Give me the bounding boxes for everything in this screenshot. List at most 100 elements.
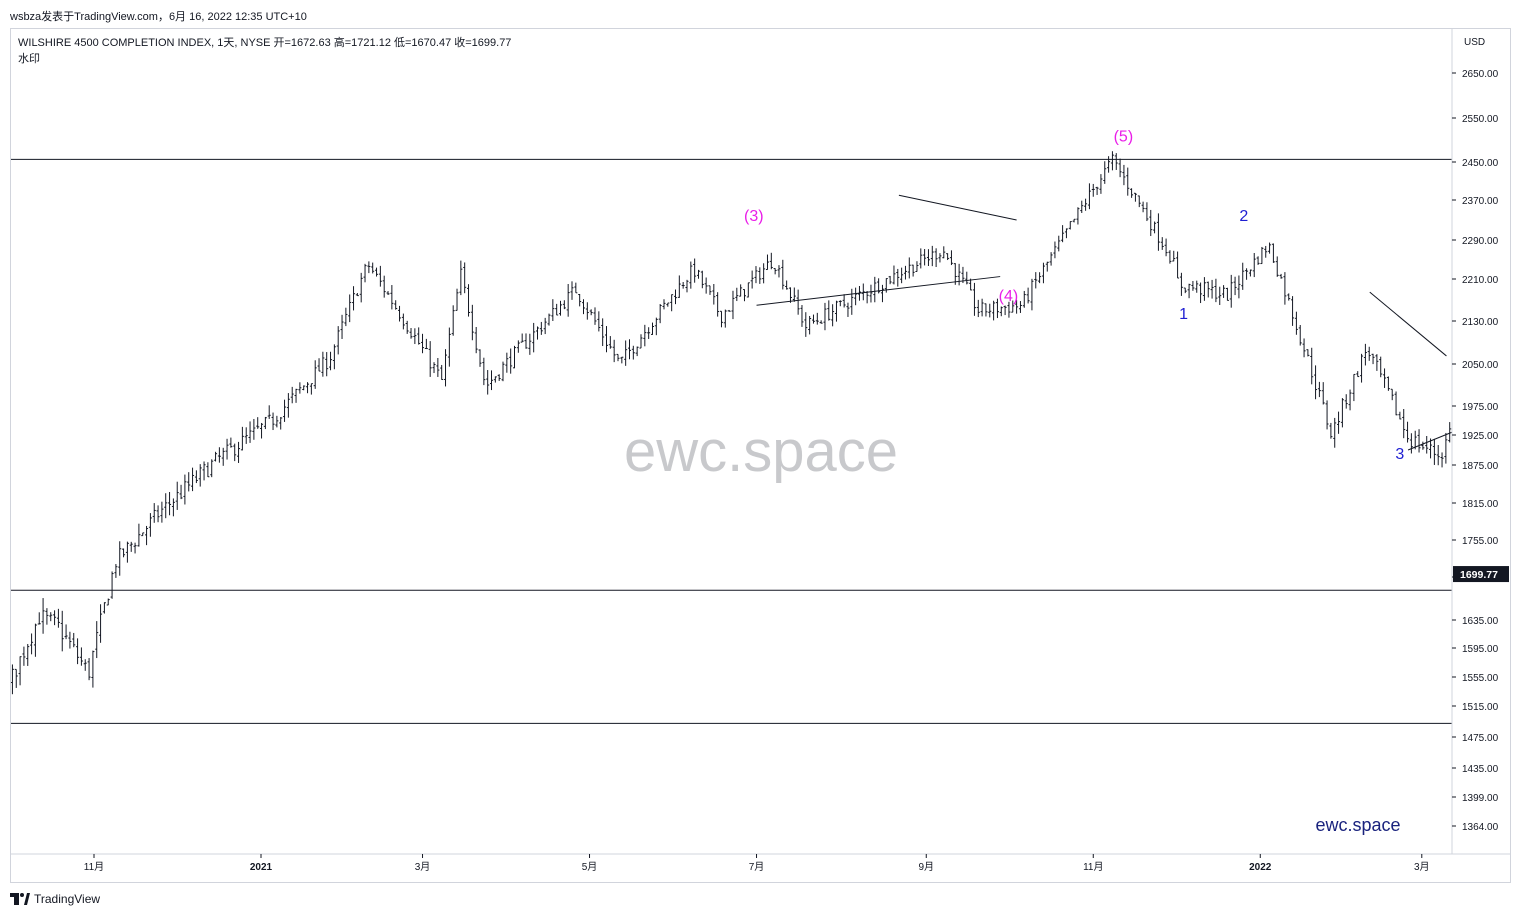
- candle: [735, 287, 739, 302]
- candle: [700, 270, 704, 289]
- candle: [1440, 452, 1444, 468]
- candle: [133, 542, 137, 554]
- chart-canvas[interactable]: ewc.space 0.00%(2456.09)50.00%(1676.55)6…: [11, 29, 1510, 882]
- candle: [892, 265, 896, 285]
- y-tick-label: 1399.00: [1462, 793, 1499, 804]
- candle: [1114, 153, 1118, 170]
- chart-frame[interactable]: ewc.space 0.00%(2456.09)50.00%(1676.55)6…: [10, 28, 1511, 883]
- candle: [164, 493, 168, 519]
- candle: [18, 656, 22, 686]
- candle: [896, 268, 900, 287]
- candle: [532, 322, 536, 353]
- candle: [191, 467, 195, 492]
- candle: [1248, 269, 1252, 277]
- candle: [865, 291, 869, 304]
- candle: [1149, 209, 1153, 237]
- candle: [1199, 282, 1203, 304]
- x-tick-label: 2022: [1249, 862, 1272, 873]
- candle: [1179, 272, 1183, 296]
- candle: [696, 269, 700, 279]
- candle: [1160, 237, 1164, 250]
- y-tick-label: 2210.00: [1462, 275, 1499, 286]
- candle: [198, 464, 202, 487]
- candle: [1360, 353, 1364, 383]
- candle: [352, 286, 356, 311]
- candle: [214, 451, 218, 462]
- x-tick-label: 7月: [749, 861, 765, 873]
- candle: [585, 302, 589, 320]
- candle: [995, 298, 999, 319]
- candle: [267, 405, 271, 419]
- candle: [551, 299, 555, 322]
- candle: [482, 357, 486, 386]
- candle: [1214, 278, 1218, 303]
- candle: [359, 272, 363, 303]
- candle: [988, 303, 992, 318]
- candle: [942, 246, 946, 259]
- candle: [409, 328, 413, 339]
- candle: [635, 346, 639, 357]
- candle: [946, 253, 950, 261]
- candle: [229, 437, 233, 448]
- trendline: [898, 194, 1017, 221]
- candle: [1168, 250, 1172, 264]
- watermark-text: ewc.space: [624, 419, 898, 484]
- candle: [160, 501, 164, 523]
- candle: [340, 314, 344, 339]
- y-tick-label: 1364.00: [1462, 822, 1499, 833]
- candle: [785, 280, 789, 290]
- y-tick-label: 1925.00: [1462, 431, 1499, 442]
- wave-label: 2: [1239, 208, 1248, 225]
- candle: [524, 333, 528, 349]
- candle: [1271, 243, 1275, 263]
- candle: [1141, 201, 1145, 213]
- candle: [969, 278, 973, 291]
- candle: [965, 271, 969, 285]
- candle: [1156, 213, 1160, 251]
- current-price-label: 1699.77: [1460, 569, 1498, 581]
- candle: [608, 336, 612, 349]
- candle: [926, 249, 930, 266]
- candle: [566, 284, 570, 317]
- candle: [33, 623, 37, 657]
- candle: [1333, 417, 1337, 448]
- candle: [490, 370, 494, 391]
- candle: [141, 532, 145, 537]
- candle: [919, 248, 923, 269]
- candle: [79, 647, 83, 666]
- candle: [731, 290, 735, 320]
- candle: [907, 257, 911, 279]
- candle: [1394, 391, 1398, 416]
- candle: [486, 370, 490, 395]
- y-tick-label: 1635.00: [1462, 616, 1499, 627]
- candle: [240, 426, 244, 451]
- candle: [440, 364, 444, 381]
- candle: [992, 300, 996, 321]
- candle: [286, 393, 290, 418]
- candle: [221, 447, 225, 466]
- x-tick-label: 11月: [1083, 861, 1103, 873]
- candle: [210, 459, 214, 478]
- candle: [260, 422, 264, 439]
- candle: [87, 658, 91, 681]
- candle: [386, 291, 390, 295]
- candle: [41, 598, 45, 634]
- candle: [497, 374, 501, 381]
- candle: [302, 385, 306, 391]
- candle: [1398, 411, 1402, 420]
- x-tick-label: 9月: [918, 861, 934, 873]
- candle: [1298, 324, 1302, 346]
- candle: [850, 288, 854, 315]
- candle: [22, 646, 26, 666]
- candle: [206, 462, 210, 478]
- candle: [1172, 250, 1176, 262]
- candle: [1099, 174, 1103, 194]
- candle: [873, 276, 877, 303]
- tradingview-logo-icon: [10, 893, 30, 905]
- candle: [516, 340, 520, 353]
- candle: [689, 261, 693, 289]
- candle: [1053, 241, 1057, 259]
- candle: [1287, 293, 1291, 301]
- candle: [1432, 438, 1436, 465]
- candle: [444, 349, 448, 387]
